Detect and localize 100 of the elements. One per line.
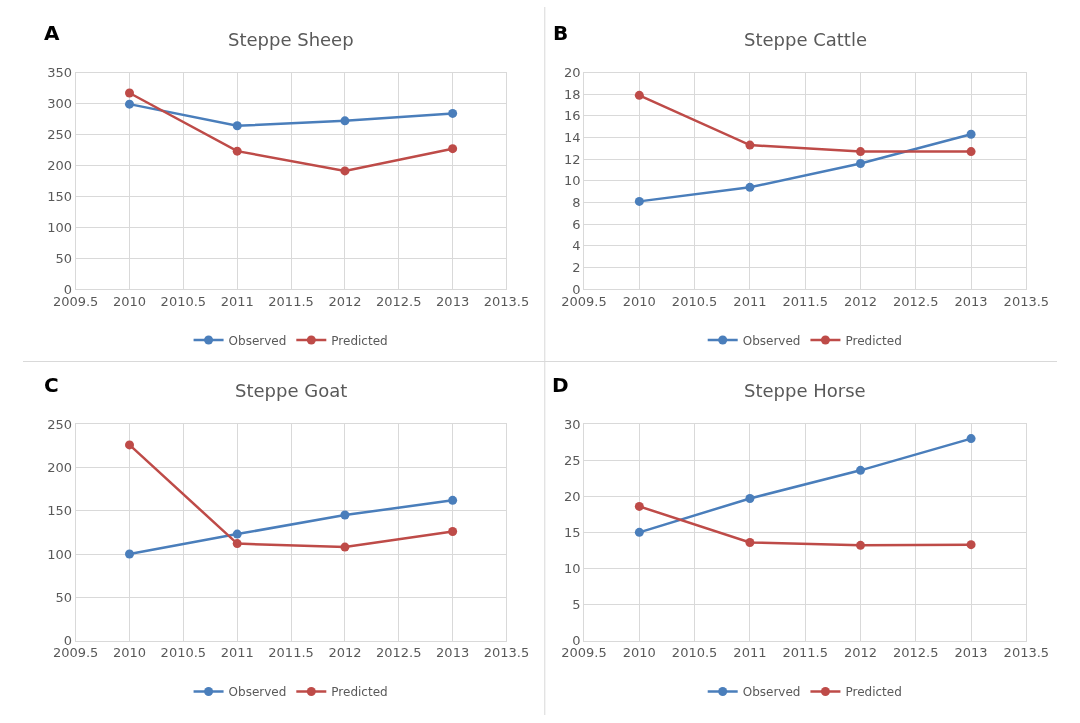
x-tick-label: 2010: [622, 293, 656, 309]
point: [966, 129, 976, 139]
x-tick-label: 2012.5: [376, 293, 422, 309]
point: [232, 146, 242, 156]
y-tick-label: 10: [563, 560, 581, 576]
y-tick-label: 2: [572, 259, 581, 275]
x-tick-label: 2013.5: [483, 293, 530, 309]
legend-label: Predicted: [331, 333, 388, 348]
y-tick-label: 4: [572, 238, 581, 254]
legend-label: Observed: [228, 333, 287, 348]
y-tick-label: 250: [47, 126, 73, 142]
chart-title: Steppe Sheep: [228, 29, 354, 50]
x-tick-label: 2011.5: [268, 645, 314, 661]
point: [125, 88, 135, 98]
y-tick-label: 200: [47, 157, 73, 173]
point: [745, 182, 755, 192]
point: [634, 90, 644, 100]
x-tick-label: 2011.5: [782, 293, 828, 309]
x-tick-label: 2010: [112, 293, 147, 309]
x-tick-label: 2013: [436, 645, 470, 661]
legend-label: Observed: [228, 685, 287, 700]
point: [232, 529, 242, 539]
legend-label: Observed: [742, 685, 801, 700]
legend-label: Predicted: [845, 333, 902, 348]
y-tick-label: 5: [572, 597, 581, 613]
point: [232, 539, 242, 549]
point: [634, 501, 644, 511]
point: [125, 99, 135, 109]
point: [448, 495, 458, 505]
x-tick-label: 2012.5: [893, 645, 939, 661]
y-tick-label: 20: [563, 65, 581, 81]
y-tick-label: 16: [563, 108, 581, 124]
text: A: [44, 21, 60, 45]
point: [125, 440, 135, 450]
x-tick-label: 2011.5: [782, 645, 828, 661]
chart-title: Steppe Goat: [235, 380, 348, 401]
x-tick-label: 2010.5: [160, 293, 207, 309]
y-tick-label: 50: [55, 589, 73, 605]
x-tick-label: 2012: [328, 293, 362, 309]
x-tick-label: 2013: [436, 293, 470, 309]
y-tick-label: 100: [47, 219, 73, 235]
x-tick-label: 2010: [112, 645, 147, 661]
y-tick-label: 25: [563, 452, 581, 468]
y-tick-label: 100: [47, 546, 73, 562]
legend-label: Observed: [742, 333, 801, 348]
text: C: [44, 373, 59, 397]
x-tick-label: 2011: [733, 293, 767, 309]
x-tick-label: 2010: [622, 645, 656, 661]
point: [340, 542, 350, 552]
x-tick-label: 2012.5: [376, 645, 422, 661]
x-tick-label: 2010.5: [671, 293, 718, 309]
y-tick-label: 20: [563, 488, 581, 504]
y-tick-label: 150: [47, 503, 73, 519]
point: [448, 527, 458, 536]
x-tick-label: 2010.5: [671, 645, 718, 661]
y-tick-label: 150: [47, 188, 73, 204]
point: [448, 144, 458, 154]
x-tick-label: 2010.5: [160, 645, 207, 661]
point: [855, 465, 865, 475]
chart-title: Steppe Cattle: [744, 29, 867, 50]
x-tick-label: 2012: [328, 645, 362, 661]
point: [745, 140, 755, 150]
y-tick-label: 8: [572, 195, 581, 211]
y-tick-label: 6: [572, 216, 581, 232]
y-tick-label: 50: [55, 250, 73, 266]
x-tick-label: 2011.5: [268, 293, 314, 309]
y-tick-label: 200: [47, 459, 73, 475]
point: [340, 166, 350, 176]
y-tick-label: 18: [563, 86, 581, 102]
y-tick-label: 300: [47, 96, 73, 112]
text: B: [553, 21, 569, 45]
x-tick-label: 2013.5: [483, 645, 530, 661]
point: [634, 196, 644, 206]
x-tick-label: 2012.5: [893, 293, 939, 309]
x-tick-label: 2012: [843, 293, 878, 309]
point: [125, 549, 135, 559]
y-tick-label: 10: [563, 173, 581, 189]
point: [634, 527, 644, 537]
point: [966, 147, 976, 157]
point: [340, 510, 350, 520]
x-tick-label: 2012: [843, 645, 878, 661]
y-tick-label: 350: [47, 65, 73, 81]
y-tick-label: 12: [563, 151, 581, 167]
point: [745, 537, 755, 547]
x-tick-label: 2013: [954, 645, 988, 661]
text: D: [552, 373, 569, 397]
point: [855, 147, 865, 157]
chart-title: Steppe Horse: [744, 380, 866, 401]
legend-label: Predicted: [331, 685, 388, 700]
y-tick-label: 30: [563, 416, 581, 432]
point: [745, 493, 755, 503]
y-tick-label: 14: [563, 130, 581, 146]
point: [966, 434, 976, 444]
y-tick-label: 15: [563, 524, 581, 540]
point: [966, 540, 976, 550]
x-tick-label: 2013: [954, 293, 988, 309]
x-tick-label: 2011: [733, 645, 767, 661]
point: [340, 116, 350, 126]
point: [232, 121, 242, 131]
x-tick-label: 2011: [220, 293, 254, 309]
